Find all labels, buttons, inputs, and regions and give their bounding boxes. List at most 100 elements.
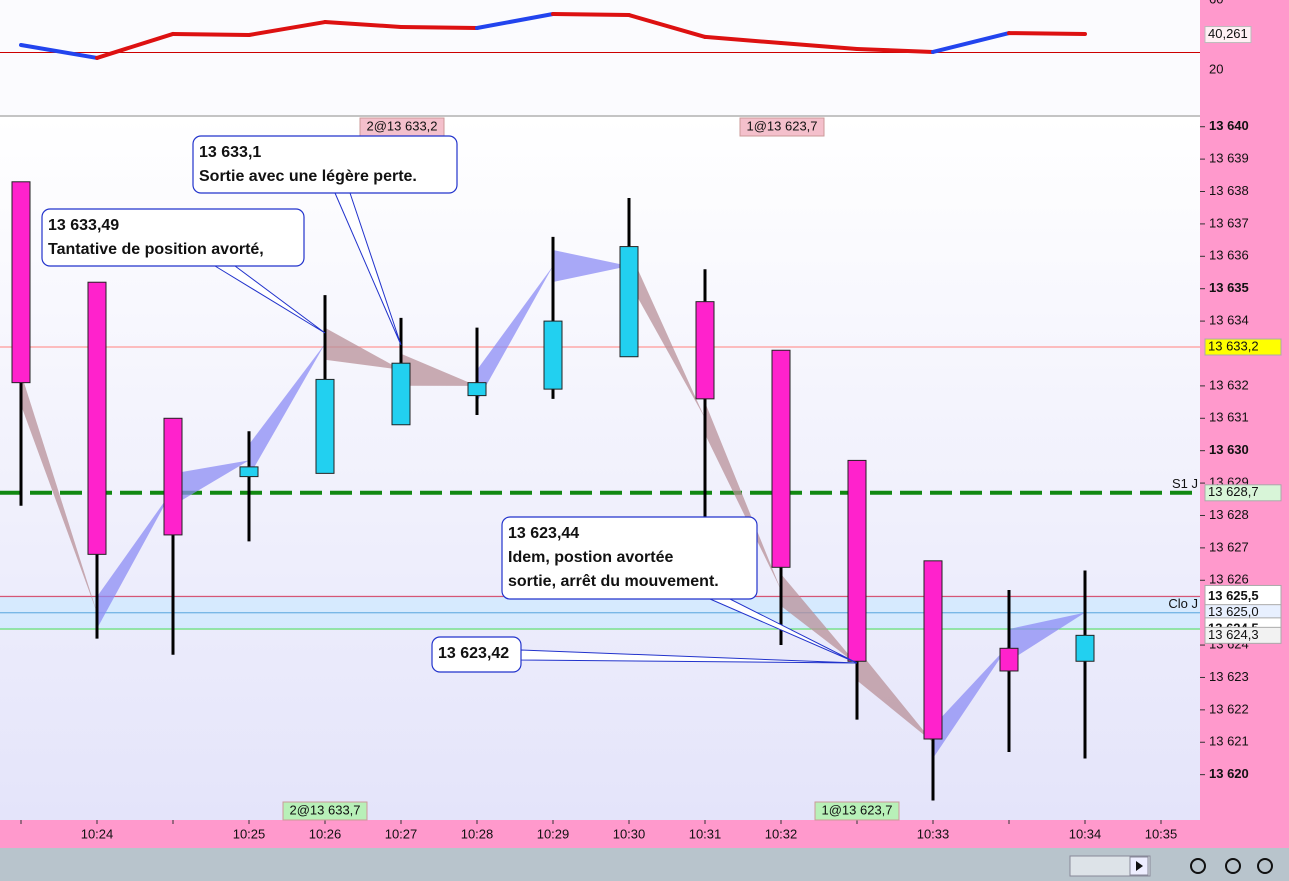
callout-box [501,516,758,600]
y-tick-label: 13 634 [1209,313,1249,328]
zigzag-segment [477,266,553,402]
zoom-out[interactable] [1225,858,1241,874]
candle-body [619,246,639,358]
x-tick-label: 10:31 [689,826,722,841]
callout-text: Idem, postion avortée [508,549,673,566]
x-tick-label: 10:25 [233,826,266,841]
indicator-value-label: 40,261 [1208,26,1248,41]
y-tick-label: 13 622 [1209,701,1249,716]
x-tick-label: 10:35 [1145,826,1178,841]
zigzag-segment [173,460,249,506]
callout-box [192,135,458,194]
trade-label-box [739,117,825,137]
indicator-segment [171,31,251,37]
callout-box [41,208,305,267]
level-label-box [1204,338,1282,356]
indicator-segment [627,13,707,39]
y-tick-label: 13 632 [1209,377,1249,392]
indicator-panel [0,0,1200,115]
trade-label: 2@13 633,7 [289,802,360,817]
level-label-box [1204,484,1282,502]
indicator-segment [703,34,783,46]
candle-body [11,181,31,384]
callout-text: sortie, arrêt du mouvement. [508,573,719,590]
candle-body [315,378,335,474]
candle-body [771,349,791,568]
zigzag-segment [933,645,1009,759]
y-tick-label: 13 620 [1209,766,1249,781]
zigzag-segment [97,489,173,629]
candle-body [239,466,259,478]
zigzag-segment [401,353,477,386]
y-tick-label: 13 631 [1209,410,1249,425]
zoom-fit[interactable] [1190,858,1206,874]
y-tick-label: 13 621 [1209,734,1249,749]
indicator-segment [779,41,859,51]
zigzag-segment [21,373,97,613]
y-tick-label: 13 637 [1209,215,1249,230]
candle-body [999,647,1019,672]
candle-body [695,301,715,400]
y-tick-label: 13 627 [1209,539,1249,554]
x-tick-label: 10:27 [385,826,418,841]
y-tick-label: 13 628 [1209,507,1249,522]
indicator-segment [247,20,327,37]
scroll-arrow [1136,861,1143,871]
zigzag-segment [857,648,933,743]
indicator-value-box [1204,26,1252,44]
y-tick-label: 13 630 [1209,442,1249,457]
y-tick-label: 13 636 [1209,248,1249,263]
candle-body [391,362,411,426]
indicator-segment [855,47,935,54]
candle-body [87,281,107,555]
trade-label: 1@13 623,7 [821,802,892,817]
indicator-segment [1007,31,1087,36]
callout-text: 13 633,1 [199,144,261,161]
level-label: 13 628,7 [1208,484,1259,499]
indicator-segment [551,12,631,18]
y-tick-label: 13 623 [1209,669,1249,684]
indicator-segment [931,31,1011,54]
x-tick-label: 10:29 [537,826,570,841]
zigzag-segment [553,250,629,283]
level-label-box [1204,626,1282,644]
callout-text: Tantative de position avorté, [48,241,264,258]
x-tick-label: 10:34 [1069,826,1102,841]
y-tick-label: 13 638 [1209,183,1249,198]
zigzag-segment [1009,612,1085,662]
candle-body [923,560,943,740]
callout-text: Sortie avec une légère perte. [199,168,417,185]
zoom-icons[interactable] [1190,858,1273,874]
level-name: Clo J [1168,596,1198,611]
zoom-in[interactable] [1257,858,1273,874]
y-tick-label: 13 639 [1209,151,1249,166]
trade-label-box [282,801,368,821]
candle-body [467,382,487,397]
zigzag-segment [781,573,857,665]
x-tick-label: 10:28 [461,826,494,841]
zigzag-segment [249,343,325,477]
indicator-tick-label: 60 [1209,0,1223,6]
level-label: 13 624,3 [1208,627,1259,642]
zigzag-segment [325,327,401,370]
level-label: 13 625,5 [1208,588,1259,603]
level-name: S1 J [1172,476,1198,491]
zigzag-segment [629,250,705,419]
y-tick-label: 13 635 [1209,280,1249,295]
callout-box [431,636,522,673]
indicator-segment [399,24,479,30]
callout-text: 13 623,42 [438,645,509,662]
x-tick-label: 10:30 [613,826,646,841]
level-label: 13 633,2 [1208,338,1259,353]
indicator-segment [323,20,403,29]
y-tick-label: 13 640 [1209,118,1249,133]
indicator-segment [95,31,175,60]
x-tick-label: 10:26 [309,826,342,841]
candle-body [847,459,867,662]
trade-label: 1@13 623,7 [746,118,817,133]
candle-body [163,417,183,536]
x-tick-label: 10:32 [765,826,798,841]
callout-text: 13 623,44 [508,525,579,542]
callout-text: 13 633,49 [48,217,119,234]
y-tick-label: 13 626 [1209,572,1249,587]
